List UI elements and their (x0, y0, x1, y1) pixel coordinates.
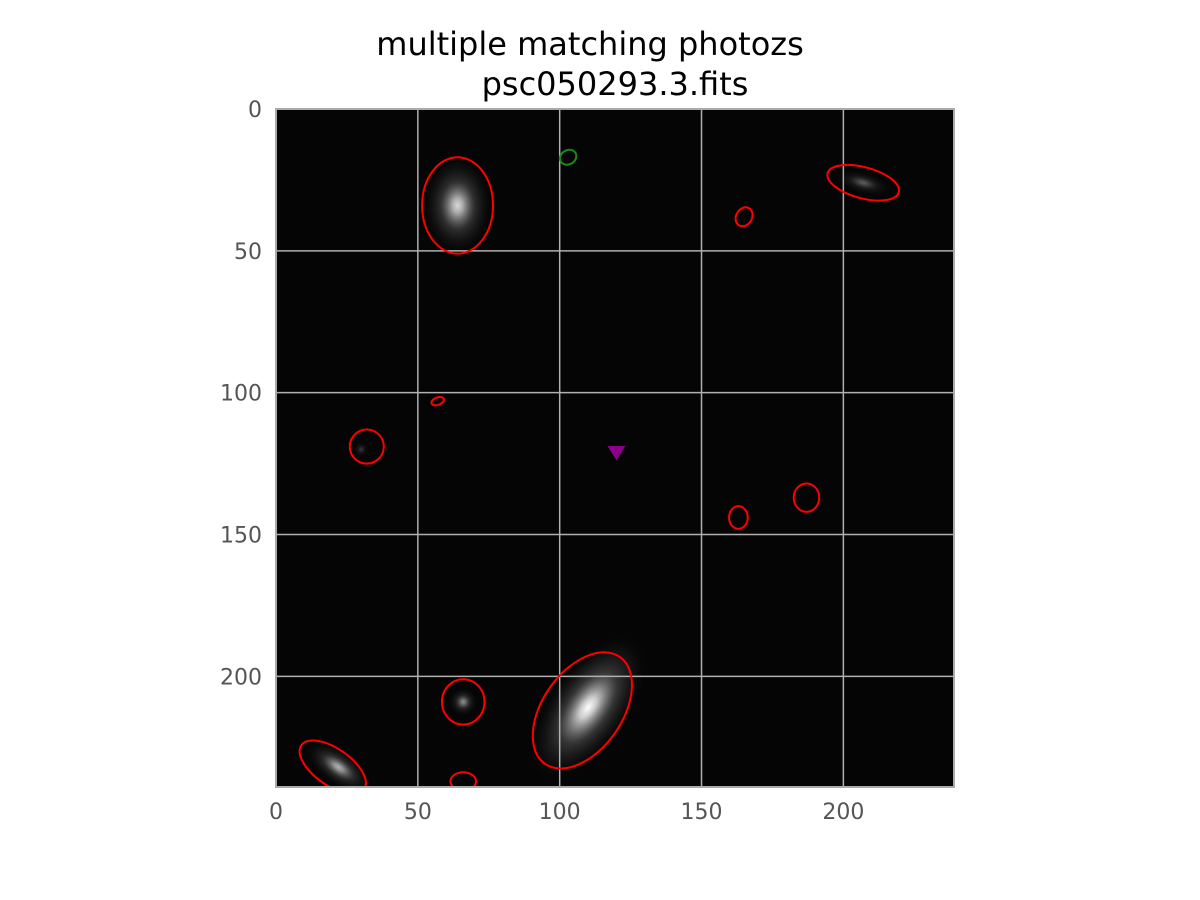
red-ellipse-1 (826, 163, 901, 202)
x-tick-label-200: 200 (822, 800, 864, 825)
red-ellipse-6 (728, 505, 749, 530)
chart-title-line2: psc050293.3.fits (481, 65, 749, 103)
red-ellipse-7 (440, 678, 486, 726)
x-tick-label-50: 50 (404, 800, 432, 825)
plot-frame (275, 108, 955, 788)
source-glow-4 (835, 169, 891, 196)
x-tick-label-0: 0 (269, 800, 283, 825)
target-marker-0 (607, 445, 626, 461)
source-glow-0 (423, 157, 492, 254)
red-ellipse-8 (531, 651, 633, 770)
red-ellipse-5 (792, 482, 821, 513)
y-tick-label-150: 150 (220, 524, 262, 549)
red-ellipse-3 (430, 396, 445, 407)
y-tick-label-200: 200 (220, 665, 262, 690)
green-ellipse-0 (559, 148, 578, 166)
red-ellipse-9 (298, 739, 367, 787)
chart-title-line1: multiple matching photozs (376, 25, 804, 63)
source-glow-2 (306, 741, 371, 787)
x-tick-label-100: 100 (539, 800, 581, 825)
x-tick-label-150: 150 (681, 800, 723, 825)
source-glow-5 (352, 440, 370, 458)
y-tick-label-100: 100 (220, 382, 262, 407)
y-tick-label-50: 50 (234, 240, 262, 265)
source-glow-3 (449, 687, 478, 717)
red-ellipse-0 (421, 156, 495, 255)
red-ellipse-10 (449, 771, 477, 787)
red-ellipse-2 (734, 206, 754, 228)
y-tick-label-0: 0 (248, 98, 262, 123)
red-ellipse-4 (348, 428, 385, 465)
